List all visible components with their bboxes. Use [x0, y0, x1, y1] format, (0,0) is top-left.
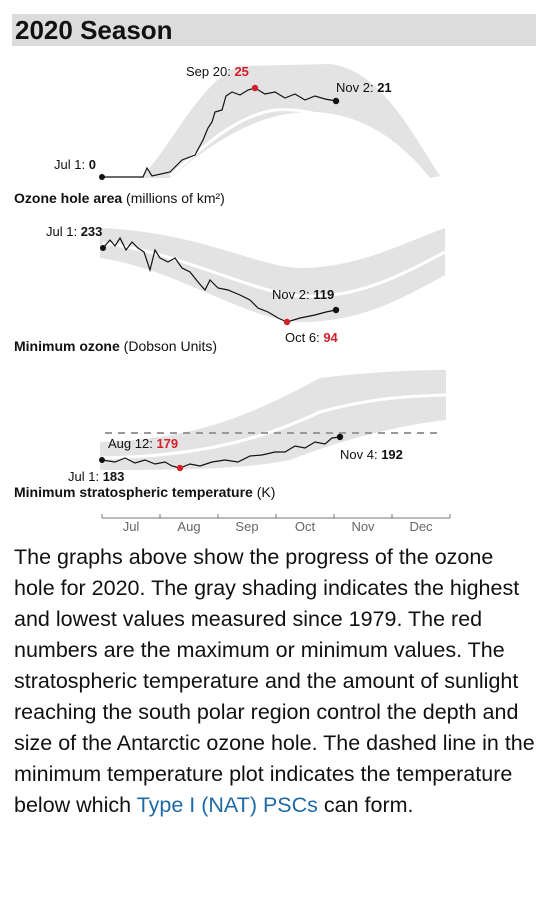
month-label: Sep: [235, 519, 258, 534]
description: The graphs above show the progress of th…: [14, 542, 536, 821]
caption: Minimum ozone (Dobson Units): [14, 338, 217, 354]
end-dot: [332, 97, 340, 105]
month-label: Aug: [177, 519, 200, 534]
text: can form.: [323, 793, 414, 817]
annotation: Jul 1: 183: [68, 469, 124, 484]
annotation: Nov 2: 119: [272, 287, 334, 302]
annotation: Nov 2: 21: [336, 80, 392, 95]
annotation: Jul 1: 233: [46, 224, 102, 239]
section-title: 2020 Season: [15, 15, 173, 45]
range-band: [100, 370, 446, 470]
month-label: Dec: [409, 519, 433, 534]
annotation: Oct 6: 94: [285, 330, 339, 345]
annotation: Sep 20: 25: [186, 64, 249, 79]
month-axis: Jul Aug Sep Oct Nov Dec: [101, 514, 451, 534]
range-band: [140, 64, 440, 178]
caption: Ozone hole area (millions of km²): [14, 190, 225, 206]
min-dot: [176, 464, 184, 472]
range-band: [100, 228, 445, 322]
month-label: Nov: [351, 519, 375, 534]
end-dot: [332, 306, 340, 314]
median-line: [168, 108, 426, 178]
end-dot: [336, 433, 344, 441]
data-line: [101, 436, 341, 469]
data-line: [102, 236, 337, 323]
text: The graphs above show the progress of th…: [14, 545, 535, 817]
start-dot: [99, 457, 105, 463]
max-dot: [251, 84, 259, 92]
section-header: 2020 Season: [12, 14, 536, 46]
start-dot: [100, 245, 106, 251]
start-dot: [99, 174, 105, 180]
graphs: Jul 1: 0 Sep 20: 25 Nov 2: 21 Ozone hole…: [14, 64, 451, 534]
caption: Minimum stratospheric temperature (K): [14, 484, 275, 500]
month-label: Oct: [295, 519, 316, 534]
median-line: [101, 393, 447, 460]
annotation: Jul 1: 0: [54, 157, 96, 172]
min-dot: [283, 318, 291, 326]
median-line: [101, 241, 446, 298]
annotation: Nov 4: 192: [340, 447, 403, 462]
link[interactable]: Type I (NAT) PSCs: [136, 793, 318, 817]
annotation: Aug 12: 179: [108, 436, 178, 451]
data-line: [102, 87, 337, 178]
month-label: Jul: [123, 519, 140, 534]
